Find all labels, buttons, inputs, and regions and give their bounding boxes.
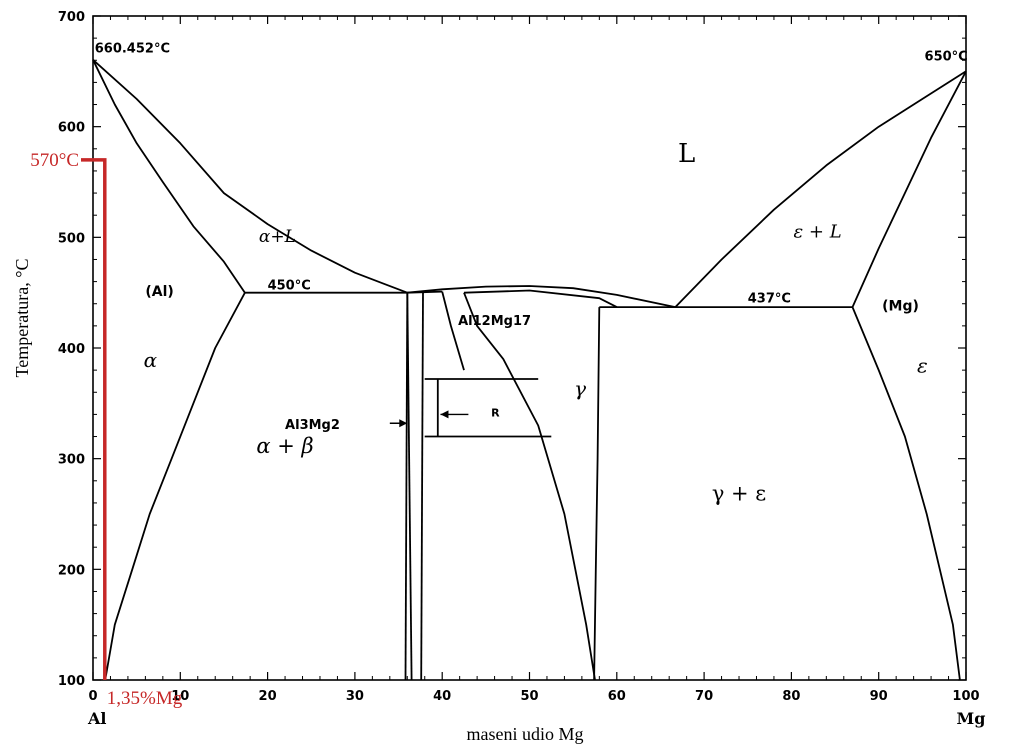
y-tick-label-300: 300: [58, 453, 85, 468]
mg-melting-point-label: 650°C: [925, 49, 968, 64]
region-alpha: α: [144, 348, 158, 372]
boundary-liquidus_al: [92, 59, 408, 294]
region-gamma-eps: γ + ε: [712, 482, 766, 506]
highlight-line: [81, 158, 107, 680]
y-tick-label-200: 200: [58, 563, 85, 578]
axis-end-mg: Mg: [957, 709, 986, 728]
boundary-al3mg2_right: [406, 292, 413, 681]
boundary-beta_r_left: [420, 292, 424, 681]
boundary-solvus_mg: [851, 306, 961, 681]
region-liquid: L: [678, 139, 695, 169]
x-tick-label-20: 20: [259, 689, 277, 704]
boundary-solvus_al: [104, 292, 246, 681]
x-tick-label-30: 30: [346, 689, 364, 704]
region-eps-liquid: ε + L: [794, 221, 842, 242]
arrowhead-r: [440, 410, 449, 419]
label-al3mg2: Al3Mg2: [285, 418, 340, 433]
plot-frame: [92, 15, 967, 681]
al-melting-point-label: 660.452°C: [95, 42, 170, 57]
x-tick-label-90: 90: [870, 689, 888, 704]
boundary-liquidus_mg: [674, 70, 967, 308]
boundary-al3mg2_left: [404, 292, 409, 681]
region-mg-phase: (Mg): [882, 298, 919, 314]
boundary-peritectic_small: [407, 290, 443, 294]
y-tick-label-100: 100: [58, 674, 85, 689]
boundary-gamma_solidus_right: [593, 307, 601, 681]
region-al-phase: (Al): [145, 284, 173, 300]
y-tick-label-700: 700: [58, 10, 85, 25]
region-gamma: γ: [574, 377, 586, 401]
y-tick-label-400: 400: [58, 342, 85, 357]
x-tick-label-0: 0: [88, 689, 97, 704]
x-axis-title: maseni udio Mg: [467, 724, 584, 744]
y-axis-title: Temperatura, °C: [12, 259, 32, 378]
x-tick-label-70: 70: [695, 689, 713, 704]
x-tick-label-40: 40: [433, 689, 451, 704]
label-r: R: [491, 407, 500, 420]
highlight-composition-label: 1,35%Mg: [107, 688, 183, 709]
region-eps: ε: [917, 353, 928, 377]
boundary-gamma_solvus_left: [463, 292, 596, 681]
x-tick-label-50: 50: [520, 689, 538, 704]
phase-boundaries: [92, 59, 967, 681]
region-alpha-liquid: α+L: [259, 227, 296, 247]
y-tick-label-600: 600: [58, 121, 85, 136]
axis-end-al: Al: [87, 709, 107, 728]
x-tick-label-60: 60: [608, 689, 626, 704]
boundary-solidus_al: [92, 59, 246, 294]
x-tick-label-80: 80: [782, 689, 800, 704]
x-tick-label-100: 100: [952, 689, 979, 704]
boundary-solidus_mg: [851, 70, 967, 308]
region-alpha-beta: α + β: [256, 434, 313, 458]
arrowhead-al3mg2: [399, 419, 408, 428]
boundary-gamma_top: [463, 289, 618, 308]
axes-frame: 0 10 20 30 40 50 60 70 80 90 100 100 200 300 400 500 600…: [58, 10, 980, 704]
eutectic-450-label: 450°C: [268, 278, 311, 293]
x-tick-label-10: 10: [171, 689, 189, 704]
y-tick-label-500: 500: [58, 231, 85, 246]
highlight-temperature-label: 570°C: [30, 150, 79, 171]
boundary-beta_liquidus_dome: [407, 285, 676, 308]
eutectic-437-label: 437°C: [748, 292, 791, 307]
label-al12mg17: Al12Mg17: [458, 314, 531, 329]
boundary-gamma_solidus_left: [441, 291, 465, 371]
